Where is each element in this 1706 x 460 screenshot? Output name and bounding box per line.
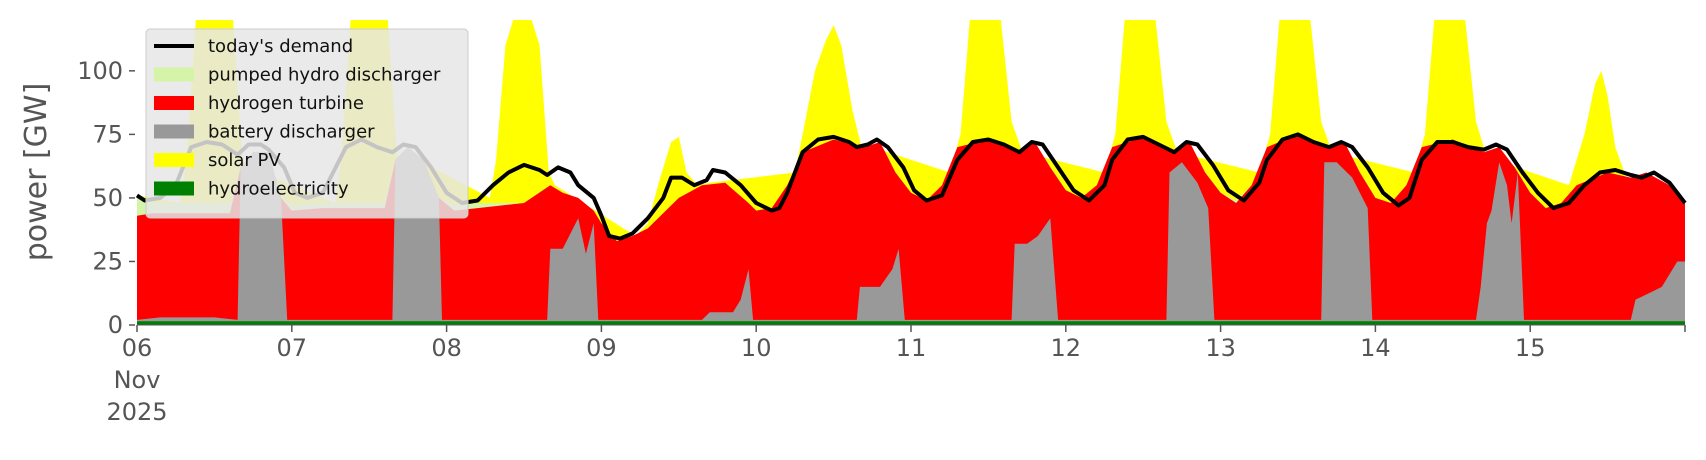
y-tick-label: 100 (77, 57, 123, 85)
legend-label-battery-discharger: battery discharger (208, 122, 375, 143)
legend-swatch-hydroelectricity (154, 181, 194, 196)
x-tick-label: 12 (1051, 334, 1082, 362)
legend-box (145, 28, 469, 219)
legend-label-solar-pv: solar PV (208, 150, 281, 171)
y-tick-label: 25 (92, 247, 123, 275)
legend-label-hydroelectricity: hydroelectricity (208, 179, 349, 200)
y-axis-label: power [GW] (19, 83, 54, 262)
x-tick-label: 14 (1360, 334, 1391, 362)
x-tick-label: 13 (1205, 334, 1236, 362)
y-tick-label: 75 (92, 120, 123, 148)
area-hydroelectricity (137, 321, 1685, 325)
y-axis-ticks: 0 25 50 75 100 (77, 57, 135, 339)
x-tick-label: 11 (896, 334, 927, 362)
x-tick-label: 06 Nov 2025 (106, 334, 167, 426)
legend-label-today-s-demand: today's demand (208, 36, 353, 57)
x-tick-label: 09 (586, 334, 617, 362)
y-tick-label: 0 (108, 311, 123, 339)
legend-swatch-solar-pv (154, 153, 194, 167)
legend-swatch-battery-discharger (154, 124, 194, 139)
x-tick-label: 07 (277, 334, 308, 362)
x-axis-ticks: 06 Nov 2025 07 08 09 10 11 12 13 14 15 (106, 325, 1686, 426)
legend-label-hydrogen-turbine: hydrogen turbine (208, 93, 364, 114)
area-hydrogen-turbine (137, 134, 1685, 325)
x-tick-label: 08 (431, 334, 462, 362)
legend-swatch-pumped-hydro-discharger (154, 67, 194, 82)
legend-label-pumped-hydro-discharger: pumped hydro discharger (208, 65, 441, 86)
legend: today's demand pumped hydro discharger hyd… (145, 28, 469, 219)
x-tick-label: 10 (741, 334, 772, 362)
y-tick-label: 50 (92, 184, 123, 212)
x-tick-label: 15 (1515, 334, 1546, 362)
area-layer (135, 20, 1687, 325)
legend-swatch-hydrogen-turbine (154, 96, 194, 110)
